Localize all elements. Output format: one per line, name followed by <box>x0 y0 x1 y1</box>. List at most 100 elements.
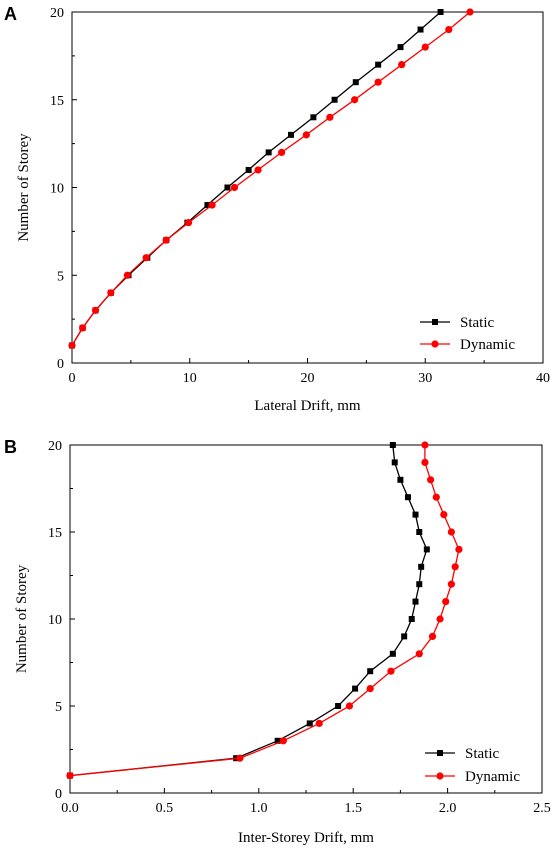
series-line-dynamic <box>71 11 471 346</box>
panel-letter: B <box>4 437 17 457</box>
legend-entry-dynamic: Dynamic <box>420 337 515 353</box>
data-point-dynamic <box>91 306 100 314</box>
data-point-static <box>397 44 404 51</box>
y-tick-label: 10 <box>48 613 62 628</box>
data-point-static <box>391 459 398 466</box>
data-point-static <box>335 703 342 709</box>
data-point-dynamic <box>398 61 406 69</box>
chart-panel-a: A 0 10 20 30 40 0 5 10 15 20 Lateral Drift, mm Numbe… <box>4 4 550 414</box>
y-tick-label: 5 <box>57 269 64 284</box>
x-tick-label: 0.0 <box>61 801 79 816</box>
legend-label: Dynamic <box>465 769 520 785</box>
data-point-dynamic <box>440 510 448 519</box>
y-tick-label: 20 <box>48 439 62 454</box>
data-point-static <box>288 131 295 138</box>
y-axis-title: Number of Storey <box>16 133 32 242</box>
data-point-dynamic <box>315 719 323 728</box>
data-point-static <box>423 546 430 553</box>
data-point-static <box>401 633 408 640</box>
series-line-static <box>69 444 428 777</box>
data-point-static <box>352 685 359 692</box>
legend-label: Static <box>465 746 500 762</box>
data-point-dynamic <box>442 598 450 606</box>
x-tick-label: 0 <box>69 371 76 386</box>
data-point-static <box>389 442 396 448</box>
y-tick-label: 0 <box>55 787 62 802</box>
series-static <box>67 442 430 779</box>
y-tick-label: 20 <box>50 6 64 21</box>
data-point-dynamic <box>466 8 474 16</box>
legend-marker <box>431 340 439 348</box>
series-line-static <box>71 11 442 346</box>
data-point-static <box>389 650 396 657</box>
panel-letter: A <box>4 4 17 24</box>
data-point-dynamic <box>387 667 395 675</box>
data-point-dynamic <box>254 166 262 174</box>
x-tick-label: 2.0 <box>439 801 457 816</box>
series-line-dynamic <box>69 445 460 777</box>
x-tick-label: 1.5 <box>344 801 362 816</box>
data-point-dynamic <box>447 528 455 536</box>
data-point-dynamic <box>184 219 193 227</box>
data-point-dynamic <box>455 545 463 554</box>
data-point-dynamic <box>230 183 239 192</box>
legend-marker <box>432 319 438 325</box>
data-point-dynamic <box>366 685 374 693</box>
data-point-static <box>310 114 317 121</box>
x-axis-title: Lateral Drift, mm <box>254 398 361 414</box>
data-point-static <box>331 96 338 103</box>
data-point-dynamic <box>447 580 455 588</box>
data-point-dynamic <box>374 78 382 86</box>
data-point-static <box>416 581 423 588</box>
data-point-static <box>404 494 411 501</box>
data-point-dynamic <box>302 131 310 139</box>
x-axis-title: Inter-Storey Drift, mm <box>238 830 374 846</box>
series-dynamic <box>68 8 474 350</box>
series-static <box>69 9 444 349</box>
data-point-static <box>245 166 252 173</box>
legend-label: Dynamic <box>460 337 515 353</box>
data-point-dynamic <box>208 201 216 209</box>
legend-marker <box>437 750 443 756</box>
data-point-static <box>397 476 404 483</box>
data-point-dynamic <box>345 702 354 710</box>
data-point-dynamic <box>421 441 429 449</box>
x-tick-label: 30 <box>418 371 432 386</box>
data-point-dynamic <box>428 632 437 641</box>
y-axis-title: Number of Storey <box>14 564 30 673</box>
x-tick-label: 20 <box>301 371 315 386</box>
data-point-dynamic <box>78 324 87 332</box>
y-tick-label: 5 <box>55 700 62 715</box>
y-tick-label: 15 <box>48 526 62 541</box>
legend-marker <box>436 772 444 780</box>
data-point-dynamic <box>277 148 286 156</box>
data-point-static <box>306 720 313 727</box>
data-point-dynamic <box>432 493 440 501</box>
data-point-static <box>204 202 211 209</box>
data-point-static <box>224 184 231 191</box>
data-point-dynamic <box>142 254 150 262</box>
data-point-static <box>437 9 444 15</box>
x-tick-label: 10 <box>183 371 197 386</box>
x-tick-label: 2.5 <box>533 801 551 816</box>
legend-entry-static: Static <box>420 315 495 331</box>
data-point-dynamic <box>445 25 453 34</box>
data-point-static <box>416 529 423 535</box>
x-tick-label: 0.5 <box>156 801 174 816</box>
legend-entry-static: Static <box>425 746 500 762</box>
data-point-dynamic <box>415 650 423 658</box>
data-point-static <box>417 26 424 33</box>
data-point-dynamic <box>421 43 429 51</box>
data-point-static <box>367 668 374 675</box>
data-point-static <box>274 737 281 744</box>
data-point-static <box>418 563 425 570</box>
y-tick-label: 0 <box>57 357 64 372</box>
legend-label: Static <box>460 315 495 331</box>
series-dynamic <box>66 441 463 780</box>
data-point-static <box>375 61 382 68</box>
data-point-static <box>412 598 419 605</box>
y-tick-label: 15 <box>50 94 64 109</box>
data-point-static <box>412 511 419 518</box>
x-tick-label: 40 <box>536 371 550 386</box>
